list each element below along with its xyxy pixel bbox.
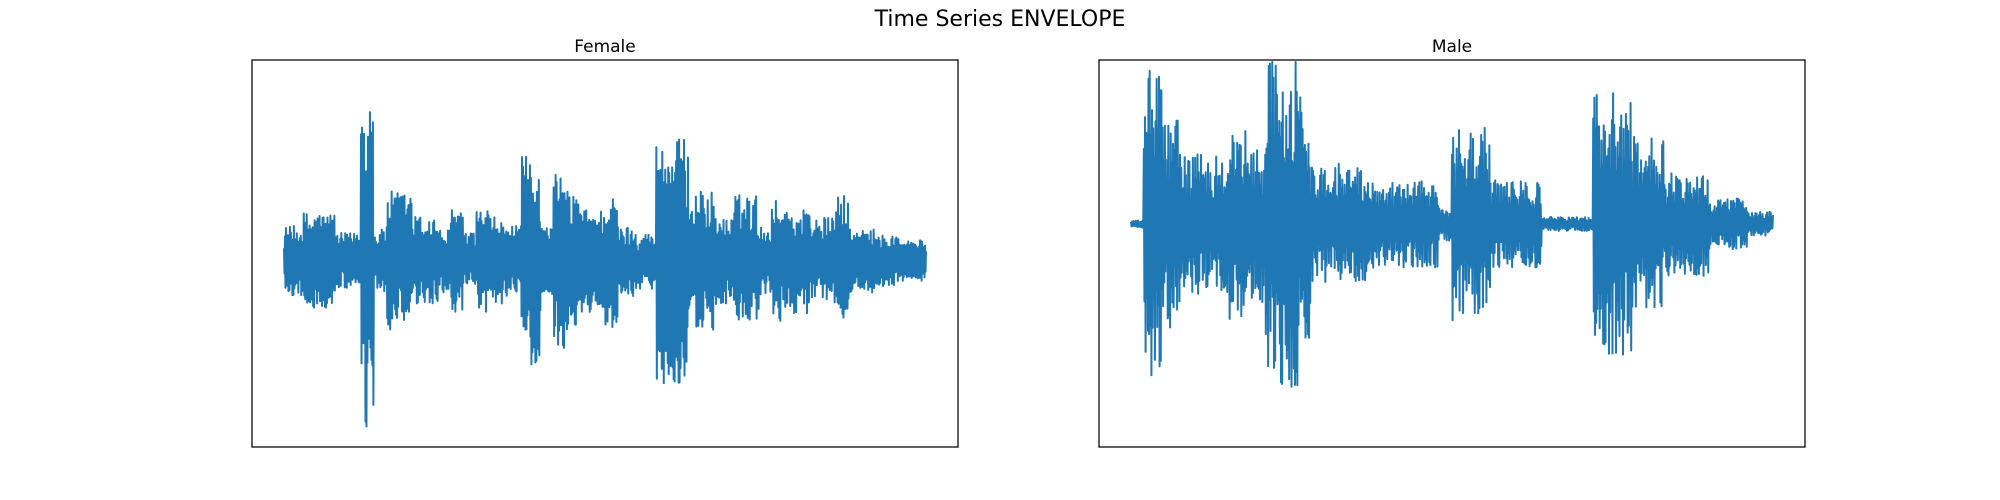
- axes-frame-male: [1098, 59, 1806, 448]
- figure-title: Time Series ENVELOPE: [874, 7, 1126, 32]
- waveform-line-female: [283, 111, 927, 428]
- chart-male: Male: [1098, 37, 1806, 448]
- waveform-line-male: [1130, 61, 1774, 388]
- chart-title-male: Male: [1432, 37, 1472, 57]
- chart-title-female: Female: [574, 37, 635, 57]
- chart-female: Female: [251, 37, 959, 448]
- axes-frame-female: [251, 59, 959, 448]
